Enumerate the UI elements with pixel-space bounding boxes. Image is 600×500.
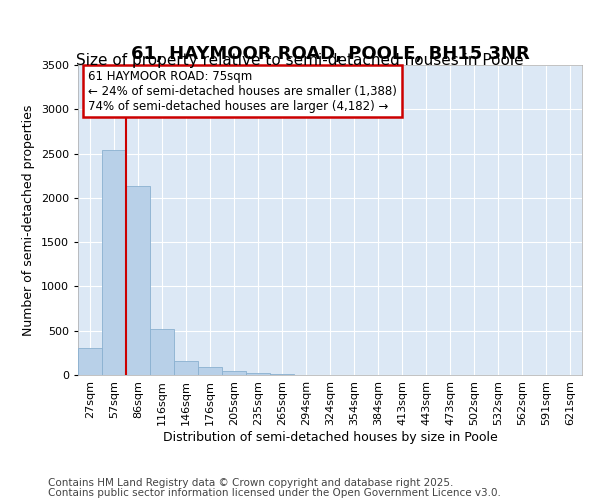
Bar [222, 370, 246, 375]
X-axis label: Distribution of semi-detached houses by size in Poole: Distribution of semi-detached houses by … [163, 430, 497, 444]
Bar [174, 362, 198, 375]
Bar [150, 328, 174, 375]
Title: 61, HAYMOOR ROAD, POOLE, BH15 3NR: 61, HAYMOOR ROAD, POOLE, BH15 3NR [131, 46, 529, 64]
Text: 61 HAYMOOR ROAD: 75sqm
← 24% of semi-detached houses are smaller (1,388)
74% of : 61 HAYMOOR ROAD: 75sqm ← 24% of semi-det… [88, 70, 397, 112]
Y-axis label: Number of semi-detached properties: Number of semi-detached properties [22, 104, 35, 336]
Text: Contains public sector information licensed under the Open Government Licence v3: Contains public sector information licen… [48, 488, 501, 498]
Bar [126, 186, 150, 375]
Bar [102, 150, 126, 375]
Text: Contains HM Land Registry data © Crown copyright and database right 2025.: Contains HM Land Registry data © Crown c… [48, 478, 454, 488]
Bar [78, 348, 102, 375]
Text: Size of property relative to semi-detached houses in Poole: Size of property relative to semi-detach… [76, 52, 524, 68]
Bar [198, 366, 222, 375]
Bar [246, 373, 270, 375]
Bar [270, 374, 294, 375]
